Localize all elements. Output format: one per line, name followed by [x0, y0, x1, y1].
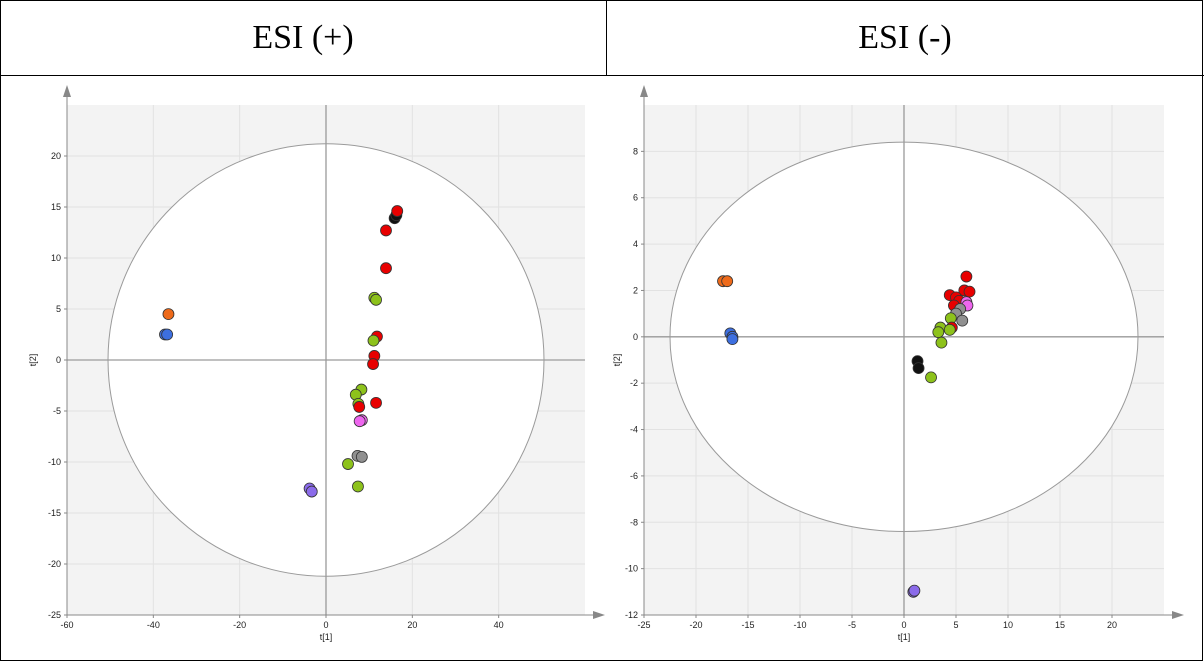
data-point-purple	[305, 485, 318, 498]
x-tick-label: -40	[147, 620, 160, 630]
y-tick-label: 20	[51, 151, 61, 161]
data-point-red	[370, 396, 382, 409]
data-point-green	[935, 336, 948, 349]
data-point-gray	[355, 450, 368, 463]
data-point-red	[380, 224, 392, 237]
data-point-orange	[162, 308, 175, 321]
x-tick-label: -10	[793, 620, 806, 630]
data-point-purple	[908, 584, 921, 597]
x-tick-label: 15	[1055, 620, 1065, 630]
data-point-blue	[726, 333, 739, 346]
y-axis-label: t[2]	[612, 354, 622, 367]
data-point-green	[352, 480, 364, 493]
data-point-red	[380, 262, 392, 275]
y-tick-label: 8	[633, 146, 638, 156]
x-tick-label: -5	[848, 620, 856, 630]
y-tick-label: -15	[48, 508, 61, 518]
y-tick-label: -6	[630, 471, 638, 481]
x-axis-arrow	[593, 611, 605, 619]
data-point-green	[932, 326, 945, 339]
x-tick-label: -20	[689, 620, 702, 630]
x-tick-label: 10	[1003, 620, 1013, 630]
y-axis-arrow	[63, 85, 71, 97]
x-tick-label: -15	[741, 620, 754, 630]
y-tick-label: 5	[56, 304, 61, 314]
x-tick-label: -20	[233, 620, 246, 630]
data-point-green	[367, 334, 380, 347]
data-point-red	[963, 285, 976, 298]
x-tick-label: -60	[60, 620, 73, 630]
scatter-chart-esi-negative: -25 -20 -15 -10 -5 0 5 10 15 20-12-10-8-6-4-20246…	[612, 85, 1184, 642]
y-tick-label: -20	[48, 559, 61, 569]
data-point-orange	[721, 275, 734, 288]
x-axis-label: t[1]	[320, 632, 333, 642]
data-point-blue	[161, 328, 174, 341]
header-esi-negative: ESI (-)	[858, 18, 952, 56]
data-point-black	[912, 362, 925, 375]
data-point-pink	[353, 415, 366, 428]
x-axis-label: t[1]	[898, 632, 911, 642]
y-tick-label: -8	[630, 517, 638, 527]
y-tick-label: -4	[630, 425, 638, 435]
header-esi-positive: ESI (+)	[0, 0, 607, 75]
y-tick-label: -5	[53, 406, 61, 416]
y-tick-label: -25	[48, 610, 61, 620]
data-point-red	[353, 401, 366, 413]
data-point-red	[391, 205, 404, 217]
x-tick-label: -25	[637, 620, 650, 630]
y-tick-label: 2	[633, 285, 638, 295]
x-axis-arrow	[1172, 611, 1184, 619]
y-tick-label: -10	[625, 564, 638, 574]
data-point-green	[925, 371, 937, 384]
data-point-gray	[956, 314, 969, 327]
y-tick-label: 15	[51, 202, 61, 212]
y-tick-label: -10	[48, 457, 61, 467]
x-tick-label: 0	[323, 620, 328, 630]
data-point-red	[960, 270, 973, 283]
y-tick-label: 4	[633, 239, 638, 249]
y-tick-label: 0	[633, 332, 638, 342]
x-tick-label: 5	[953, 620, 958, 630]
data-point-red	[367, 358, 379, 370]
data-point-green	[342, 458, 354, 470]
x-tick-label: 20	[1107, 620, 1117, 630]
data-point-green	[370, 293, 382, 306]
y-tick-label: 6	[633, 193, 638, 203]
header-divider	[0, 75, 1204, 76]
y-axis-label: t[2]	[28, 354, 38, 367]
y-tick-label: 10	[51, 253, 61, 263]
y-tick-label: 0	[56, 355, 61, 365]
x-tick-label: 40	[494, 620, 504, 630]
y-axis-arrow	[640, 85, 648, 97]
y-tick-label: -2	[630, 378, 638, 388]
y-tick-label: -12	[625, 610, 638, 620]
scatter-chart-esi-positive: -60 -40 -20 0 20 40 -25 -20 -15 -10 -5 0 5 10 15 20 t[1]…	[28, 85, 605, 642]
x-tick-label: 20	[407, 620, 417, 630]
x-tick-label: 0	[901, 620, 906, 630]
data-point-green	[943, 323, 956, 336]
